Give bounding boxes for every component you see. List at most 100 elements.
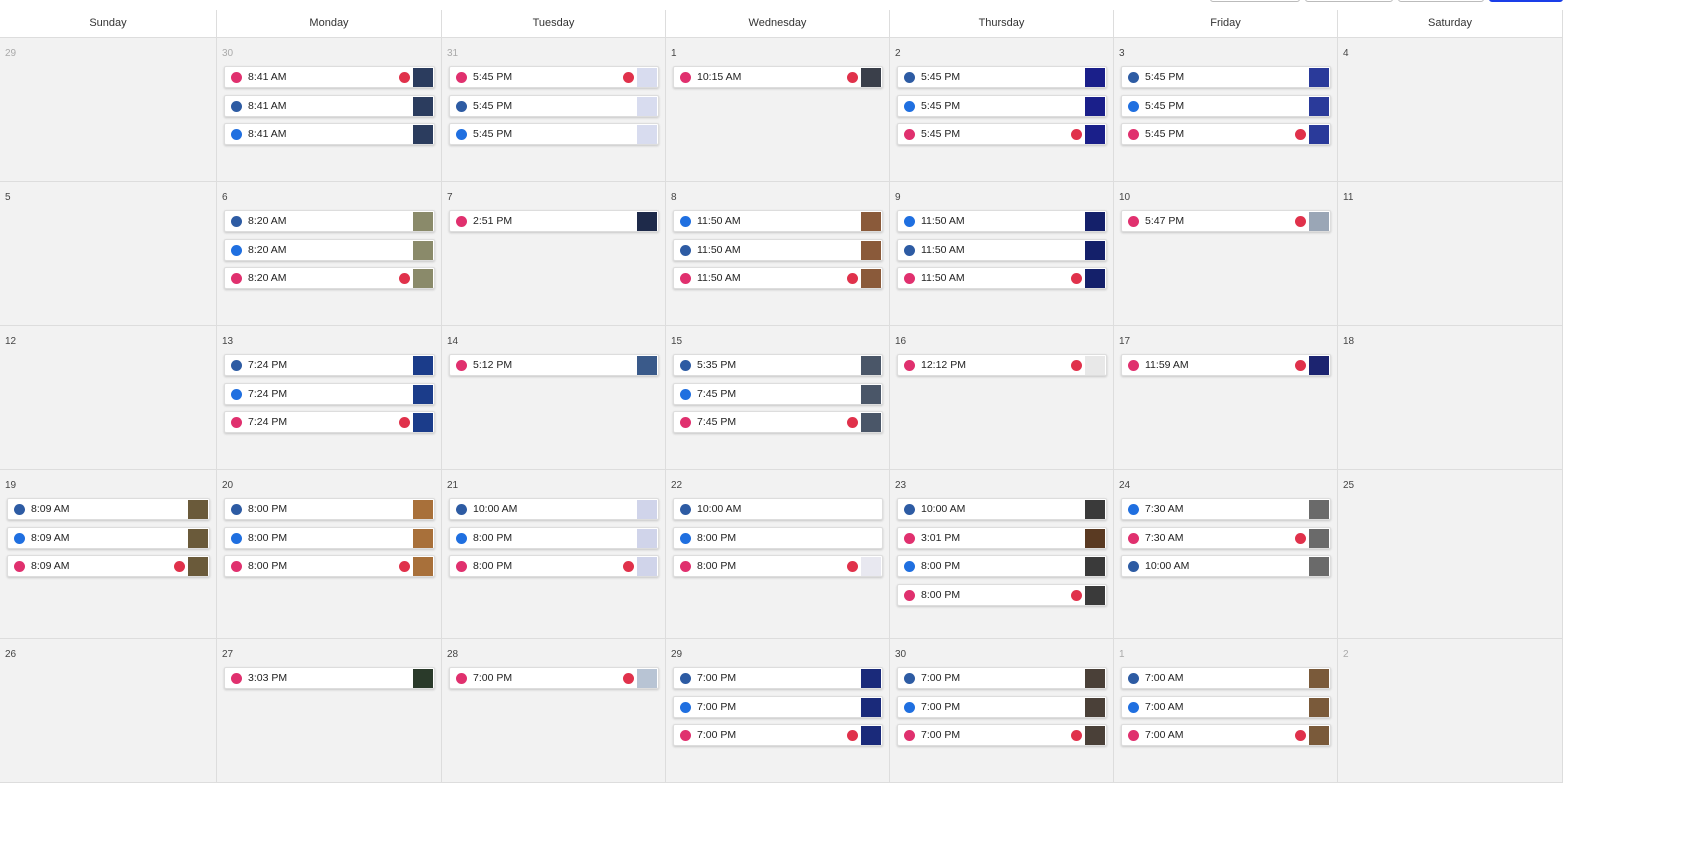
- post-card[interactable]: 7:24 PM: [224, 382, 435, 405]
- day-cell[interactable]: 9 11:50 AM 11:50 AM 11:50 AM: [890, 182, 1114, 326]
- post-card[interactable]: 8:09 AM: [7, 498, 210, 520]
- post-card[interactable]: 10:00 AM: [1121, 555, 1331, 577]
- post-card[interactable]: 7:45 PM: [673, 411, 883, 433]
- post-card[interactable]: 5:45 PM: [1121, 94, 1331, 117]
- day-cell[interactable]: 30 7:00 PM 7:00 PM 7:00 PM: [890, 639, 1114, 783]
- day-cell[interactable]: 7 2:51 PM: [442, 182, 666, 326]
- post-card[interactable]: 7:00 PM: [673, 695, 883, 718]
- post-card[interactable]: 11:59 AM: [1121, 354, 1331, 376]
- post-card[interactable]: 5:45 PM: [449, 123, 659, 145]
- post-card[interactable]: 8:09 AM: [7, 555, 210, 577]
- post-card[interactable]: 5:47 PM: [1121, 210, 1331, 232]
- alert-icon: [1071, 360, 1082, 371]
- post-card[interactable]: 5:45 PM: [897, 94, 1107, 117]
- post-card[interactable]: 5:45 PM: [1121, 66, 1331, 88]
- post-card[interactable]: 8:41 AM: [224, 94, 435, 117]
- day-cell[interactable]: 29: [0, 38, 217, 182]
- post-card[interactable]: 11:50 AM: [897, 267, 1107, 289]
- post-card[interactable]: 7:00 PM: [897, 695, 1107, 718]
- day-cell[interactable]: 29 7:00 PM 7:00 PM 7:00 PM: [666, 639, 890, 783]
- post-card[interactable]: 11:50 AM: [673, 210, 883, 232]
- post-card[interactable]: 8:09 AM: [7, 526, 210, 549]
- day-cell[interactable]: 11: [1338, 182, 1563, 326]
- post-card[interactable]: 8:20 AM: [224, 210, 435, 232]
- post-card[interactable]: 10:00 AM: [673, 498, 883, 520]
- day-cell[interactable]: 13 7:24 PM 7:24 PM 7:24 PM: [217, 326, 442, 470]
- post-card[interactable]: 7:45 PM: [673, 382, 883, 405]
- day-cell[interactable]: 27 3:03 PM: [217, 639, 442, 783]
- post-card[interactable]: 7:30 AM: [1121, 526, 1331, 549]
- post-card[interactable]: 12:12 PM: [897, 354, 1107, 376]
- post-card[interactable]: 8:00 PM: [673, 526, 883, 549]
- post-card[interactable]: 8:00 PM: [673, 555, 883, 577]
- day-cell[interactable]: 18: [1338, 326, 1563, 470]
- day-cell[interactable]: 2: [1338, 639, 1563, 783]
- day-cell[interactable]: 23 10:00 AM 3:01 PM 8:00 PM 8:00 PM: [890, 470, 1114, 639]
- day-cell[interactable]: 2 5:45 PM 5:45 PM 5:45 PM: [890, 38, 1114, 182]
- day-cell[interactable]: 14 5:12 PM: [442, 326, 666, 470]
- day-cell[interactable]: 22 10:00 AM 8:00 PM 8:00 PM: [666, 470, 890, 639]
- day-cell[interactable]: 3 5:45 PM 5:45 PM 5:45 PM: [1114, 38, 1338, 182]
- post-card[interactable]: 11:50 AM: [897, 238, 1107, 261]
- post-card[interactable]: 7:00 PM: [897, 667, 1107, 689]
- day-cell[interactable]: 12: [0, 326, 217, 470]
- post-card[interactable]: 2:51 PM: [449, 210, 659, 232]
- day-cell[interactable]: 17 11:59 AM: [1114, 326, 1338, 470]
- post-card[interactable]: 8:41 AM: [224, 123, 435, 145]
- post-card[interactable]: 10:15 AM: [673, 66, 883, 88]
- post-card[interactable]: 5:35 PM: [673, 354, 883, 376]
- day-cell[interactable]: 20 8:00 PM 8:00 PM 8:00 PM: [217, 470, 442, 639]
- post-card[interactable]: 8:00 PM: [449, 526, 659, 549]
- day-cell[interactable]: 31 5:45 PM 5:45 PM 5:45 PM: [442, 38, 666, 182]
- post-card[interactable]: 7:00 PM: [449, 667, 659, 689]
- post-card[interactable]: 5:45 PM: [449, 94, 659, 117]
- day-cell[interactable]: 21 10:00 AM 8:00 PM 8:00 PM: [442, 470, 666, 639]
- post-card[interactable]: 7:00 AM: [1121, 724, 1331, 746]
- day-cell[interactable]: 1 7:00 AM 7:00 AM 7:00 AM: [1114, 639, 1338, 783]
- post-card[interactable]: 5:45 PM: [449, 66, 659, 88]
- post-card[interactable]: 7:00 AM: [1121, 667, 1331, 689]
- post-card[interactable]: 8:00 PM: [449, 555, 659, 577]
- post-card[interactable]: 7:00 PM: [897, 724, 1107, 746]
- day-cell[interactable]: 25: [1338, 470, 1563, 639]
- post-card[interactable]: 7:00 PM: [673, 667, 883, 689]
- day-cell[interactable]: 26: [0, 639, 217, 783]
- post-card[interactable]: 7:30 AM: [1121, 498, 1331, 520]
- day-cell[interactable]: 5: [0, 182, 217, 326]
- post-card[interactable]: 11:50 AM: [673, 267, 883, 289]
- post-card[interactable]: 10:00 AM: [449, 498, 659, 520]
- post-card[interactable]: 7:24 PM: [224, 411, 435, 433]
- post-card[interactable]: 5:45 PM: [897, 66, 1107, 88]
- post-card[interactable]: 8:00 PM: [897, 583, 1107, 606]
- day-cell[interactable]: 24 7:30 AM 7:30 AM 10:00 AM: [1114, 470, 1338, 639]
- day-cell[interactable]: 1 10:15 AM: [666, 38, 890, 182]
- post-card[interactable]: 5:45 PM: [1121, 123, 1331, 145]
- post-card[interactable]: 8:00 PM: [224, 526, 435, 549]
- post-card[interactable]: 8:41 AM: [224, 66, 435, 88]
- post-card[interactable]: 5:12 PM: [449, 354, 659, 376]
- day-cell[interactable]: 4: [1338, 38, 1563, 182]
- post-card[interactable]: 3:01 PM: [897, 526, 1107, 549]
- post-card[interactable]: 5:45 PM: [897, 123, 1107, 145]
- day-cell[interactable]: 6 8:20 AM 8:20 AM 8:20 AM: [217, 182, 442, 326]
- day-cell[interactable]: 8 11:50 AM 11:50 AM 11:50 AM: [666, 182, 890, 326]
- day-number: 11: [1343, 192, 1354, 203]
- day-cell[interactable]: 19 8:09 AM 8:09 AM 8:09 AM: [0, 470, 217, 639]
- post-card[interactable]: 8:00 PM: [224, 498, 435, 520]
- day-cell[interactable]: 15 5:35 PM 7:45 PM 7:45 PM: [666, 326, 890, 470]
- day-cell[interactable]: 10 5:47 PM: [1114, 182, 1338, 326]
- post-card[interactable]: 7:00 AM: [1121, 695, 1331, 718]
- day-cell[interactable]: 30 8:41 AM 8:41 AM 8:41 AM: [217, 38, 442, 182]
- post-card[interactable]: 10:00 AM: [897, 498, 1107, 520]
- day-cell[interactable]: 16 12:12 PM: [890, 326, 1114, 470]
- post-card[interactable]: 8:20 AM: [224, 267, 435, 289]
- post-card[interactable]: 3:03 PM: [224, 667, 435, 689]
- post-card[interactable]: 8:20 AM: [224, 238, 435, 261]
- post-card[interactable]: 8:00 PM: [224, 555, 435, 577]
- post-card[interactable]: 7:24 PM: [224, 354, 435, 376]
- post-card[interactable]: 8:00 PM: [897, 555, 1107, 577]
- day-cell[interactable]: 28 7:00 PM: [442, 639, 666, 783]
- post-card[interactable]: 7:00 PM: [673, 724, 883, 746]
- post-card[interactable]: 11:50 AM: [897, 210, 1107, 232]
- post-card[interactable]: 11:50 AM: [673, 238, 883, 261]
